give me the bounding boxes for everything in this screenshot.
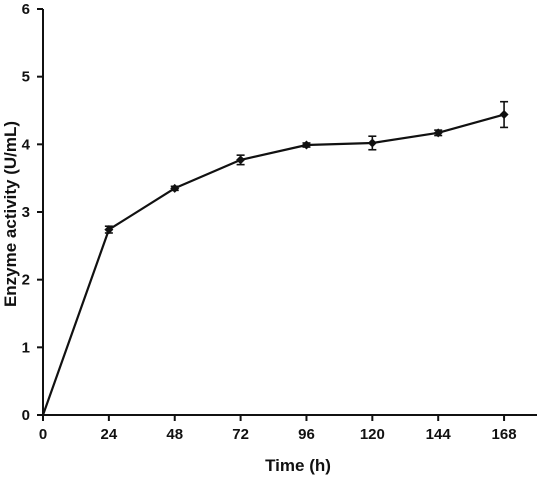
- x-tick-label: 96: [298, 426, 315, 443]
- x-axis-title: Time (h): [265, 456, 331, 475]
- x-tick-label: 24: [101, 426, 118, 443]
- data-point: [302, 141, 311, 150]
- x-tick-label: 120: [360, 426, 385, 443]
- y-axis-title: Enzyme activity (U/mL): [1, 121, 20, 307]
- x-tick-label: 72: [232, 426, 249, 443]
- x-tick-label: 48: [166, 426, 183, 443]
- data-point: [500, 110, 509, 119]
- y-tick-label: 3: [22, 204, 30, 221]
- x-tick-label: 168: [492, 426, 517, 443]
- axes: 0 1 2 3 4 5 6 0 24 48 72 96 120 144 168: [22, 1, 537, 443]
- y-tick-label: 2: [22, 272, 30, 289]
- y-tick-label: 4: [22, 136, 31, 153]
- y-tick-label: 6: [22, 1, 30, 18]
- x-tick-label: 0: [39, 426, 47, 443]
- x-tick-label: 144: [426, 426, 452, 443]
- data-point: [236, 155, 245, 164]
- data-series: [43, 102, 509, 415]
- y-tick-label: 1: [22, 339, 30, 356]
- data-point: [368, 138, 377, 147]
- y-tick-label: 0: [22, 407, 30, 424]
- series-line: [43, 115, 504, 415]
- y-tick-label: 5: [22, 69, 30, 86]
